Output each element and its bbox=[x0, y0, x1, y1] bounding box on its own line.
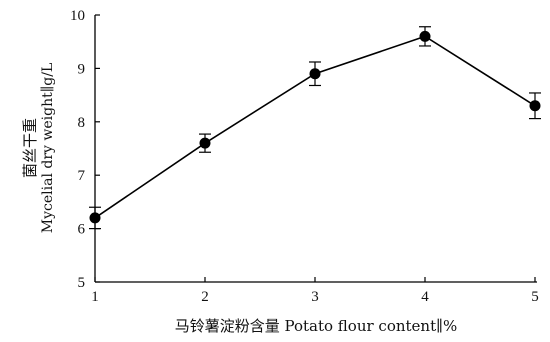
y-tick-label: 9 bbox=[78, 61, 86, 77]
y-tick-label: 5 bbox=[78, 275, 86, 291]
y-axis-title-chinese: 菌丝干重 bbox=[21, 118, 39, 178]
data-point bbox=[419, 30, 431, 42]
data-point bbox=[89, 212, 101, 224]
x-tick-label: 4 bbox=[421, 289, 429, 305]
x-ticks: 1 2 3 4 5 bbox=[91, 277, 539, 305]
axes bbox=[94, 15, 537, 283]
y-axis-title-english: Mycelial dry weight∥g/L bbox=[40, 63, 56, 233]
y-tick-label: 7 bbox=[78, 168, 86, 184]
y-tick-label: 6 bbox=[78, 222, 86, 238]
y-tick-label: 10 bbox=[70, 8, 85, 24]
y-ticks: 5 6 7 8 9 10 bbox=[70, 8, 100, 291]
series-layer bbox=[89, 26, 541, 230]
x-tick-label: 3 bbox=[311, 289, 319, 305]
data-point bbox=[309, 68, 321, 80]
x-tick-label: 5 bbox=[531, 289, 539, 305]
x-axis-title: 马铃薯淀粉含量 Potato flour content∥% bbox=[175, 317, 458, 335]
data-point bbox=[199, 137, 211, 149]
data-point bbox=[529, 100, 541, 112]
y-tick-label: 8 bbox=[78, 115, 86, 131]
x-tick-label: 1 bbox=[91, 289, 99, 305]
x-tick-label: 2 bbox=[201, 289, 209, 305]
